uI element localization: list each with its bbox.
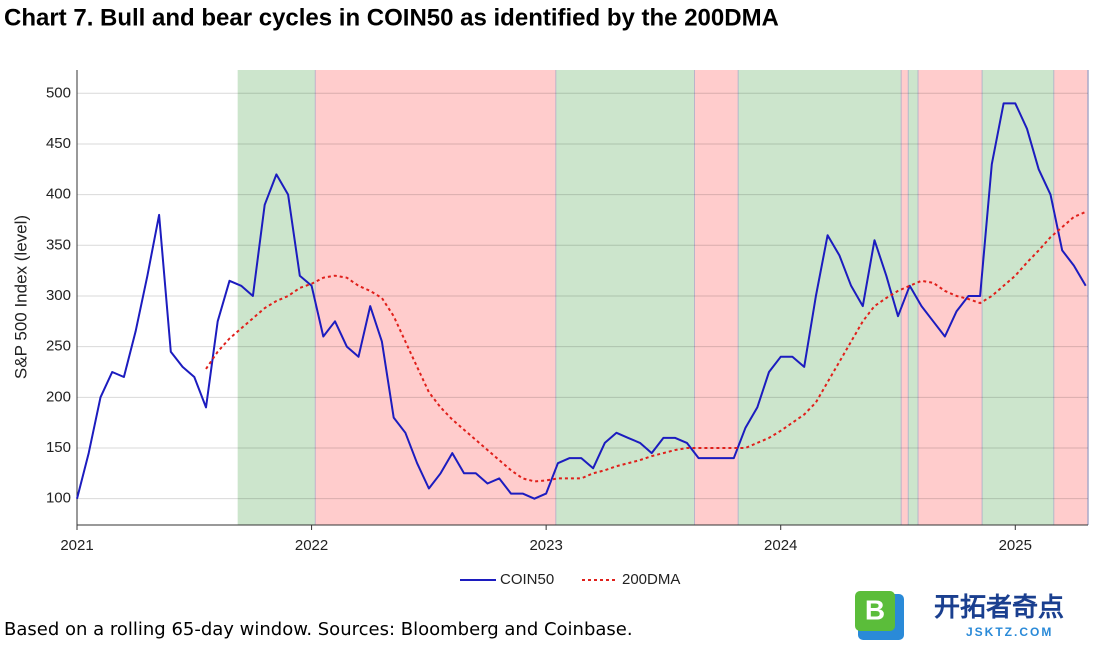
cycle-region (556, 70, 695, 525)
series-line (205, 210, 1087, 483)
series-line (76, 102, 1087, 500)
watermark-text: 开拓者奇点 (934, 592, 1064, 622)
watermark-url: JSKTZ.COM (966, 625, 1053, 639)
logo-front (855, 591, 895, 631)
y-tick-label: 200 (46, 388, 71, 405)
x-tick-label: 2023 (529, 537, 562, 554)
cycle-region (918, 70, 983, 525)
legend-label: 200DMA (622, 571, 680, 588)
cycle-region (1054, 70, 1088, 525)
cycle-region (908, 70, 919, 525)
y-tick-label: 350 (46, 236, 71, 253)
y-tick-label: 250 (46, 338, 71, 355)
cycle-region (982, 70, 1055, 525)
y-tick-label: 500 (46, 84, 71, 101)
y-tick-label: 150 (46, 439, 71, 456)
cycle-region (237, 70, 316, 525)
x-tick-label: 2021 (60, 537, 93, 554)
legend-label: COIN50 (500, 571, 554, 588)
y-tick-label: 450 (46, 135, 71, 152)
watermark-logo: B (855, 591, 904, 640)
cycle-region (694, 70, 739, 525)
footnote: Based on a rolling 65-day window. Source… (4, 619, 633, 640)
x-tick-label: 2022 (295, 537, 328, 554)
y-tick-label: 300 (46, 287, 71, 304)
y-tick-label: 100 (46, 490, 71, 507)
x-tick-label: 2024 (764, 537, 797, 554)
logo-letter: B (865, 594, 885, 625)
cycle-region (315, 70, 557, 525)
cycle-region (738, 70, 902, 525)
y-tick-label: 400 (46, 186, 71, 203)
y-axis-label: S&P 500 Index (level) (11, 215, 30, 379)
x-tick-label: 2025 (999, 537, 1032, 554)
chart-title: Chart 7. Bull and bear cycles in COIN50 … (4, 4, 779, 31)
